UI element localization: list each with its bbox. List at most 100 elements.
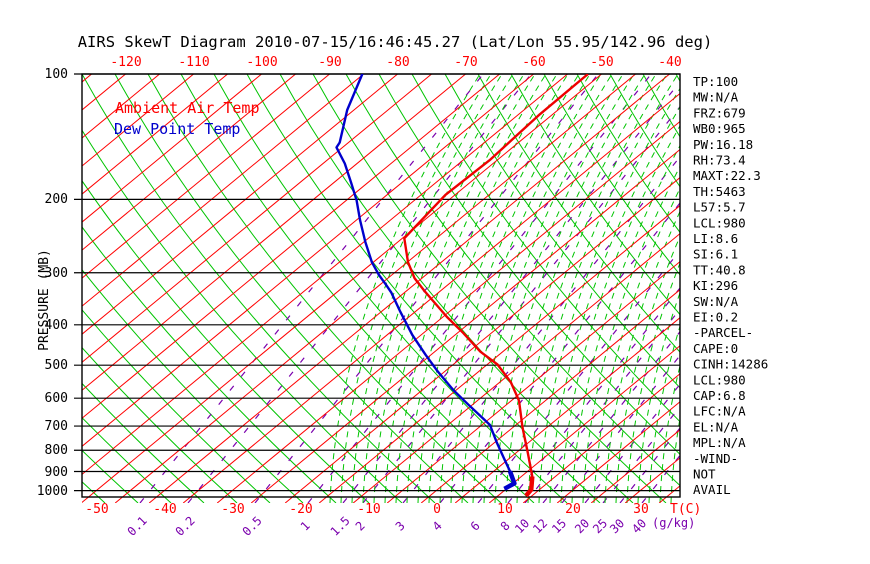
isotherm-line xyxy=(82,74,194,167)
pressure-tick-label: 1000 xyxy=(37,484,68,499)
moist-adiabat-line xyxy=(593,187,680,503)
isotherm-line xyxy=(182,92,680,503)
chart-title: AIRS SkewT Diagram 2010-07-15/16:46:45.2… xyxy=(78,33,713,51)
mixing-ratio-tick-label: 40 xyxy=(629,516,649,536)
isotherm-line xyxy=(148,74,670,503)
stats-line: LI:8.6 xyxy=(693,231,738,246)
mixing-ratio-line xyxy=(362,105,680,503)
isotherm-line xyxy=(82,74,500,419)
moist-adiabat-line xyxy=(373,74,525,503)
isotherm-line xyxy=(522,373,680,503)
stats-line: CAP:6.8 xyxy=(693,388,746,403)
dry-adiabat-line xyxy=(147,74,502,503)
pressure-tick-label: 700 xyxy=(45,419,68,434)
mixing-ratio-line xyxy=(254,74,599,503)
moist-adiabat-line xyxy=(670,415,680,503)
mixing-ratio-line xyxy=(542,330,680,503)
isotherm-line xyxy=(82,74,364,307)
moist-adiabat-line xyxy=(847,74,870,503)
mixing-ratio-tick-label: 15 xyxy=(549,516,569,536)
mixing-ratio-line xyxy=(307,74,652,503)
dry-adiabat-line xyxy=(510,74,680,316)
mixing-ratio-tick-label: 8 xyxy=(498,519,513,534)
mixing-ratio-tick-label: 0.2 xyxy=(173,514,198,539)
moist-adiabat-line xyxy=(659,364,680,503)
data-curves xyxy=(335,74,589,498)
dry-adiabat-line xyxy=(345,74,680,487)
bottom-temp-tick-label: 30 xyxy=(633,502,649,517)
pressure-tick-label: 300 xyxy=(45,266,68,281)
dry-adiabat-line xyxy=(411,74,680,423)
dry-adiabat-line xyxy=(82,268,304,503)
stats-line: MPL:N/A xyxy=(693,435,746,450)
dry-adiabat-line xyxy=(444,74,680,389)
dry-adiabat-line xyxy=(82,309,271,503)
top-temp-tick-label: -80 xyxy=(386,55,409,70)
dry-adiabat-line xyxy=(378,74,680,455)
moist-adiabat-line xyxy=(582,165,680,503)
top-temp-tick-label: -70 xyxy=(454,55,477,70)
moist-adiabat-line xyxy=(571,144,680,503)
mixing-ratio-line xyxy=(477,249,680,503)
stats-line: RH:73.4 xyxy=(693,153,746,168)
isotherm-line xyxy=(216,120,680,503)
isotherm-line xyxy=(488,345,680,503)
moist-adiabat-line xyxy=(626,262,680,503)
dry-adiabat-line xyxy=(82,481,106,503)
stats-line: CAPE:0 xyxy=(693,341,738,356)
moist-adiabat-line xyxy=(615,235,680,503)
dry-adiabat-line xyxy=(477,74,680,353)
moist-adiabat-line xyxy=(792,74,870,503)
plot-border xyxy=(81,73,681,498)
mixing-ratio-tick-label: 4 xyxy=(430,519,445,534)
pressure-tick-label: 900 xyxy=(45,465,68,480)
moist-adiabat-line xyxy=(781,74,870,503)
dry-adiabat-line xyxy=(82,226,337,503)
moist-adiabat-line xyxy=(858,74,870,503)
isotherm-line xyxy=(556,401,680,503)
bottom-temp-tick-label: -50 xyxy=(85,502,108,517)
stats-panel: TP:100MW:N/AFRZ:679WB0:965PW:16.18RH:73.… xyxy=(693,74,768,497)
dry-adiabat-line xyxy=(82,74,436,503)
moist-adiabat-line xyxy=(814,74,870,503)
mixing-ratio-tick-label: 30 xyxy=(607,516,627,536)
stats-line: MAXT:22.3 xyxy=(693,168,761,183)
mixing-ratio-line xyxy=(602,405,680,503)
temperature-curve-end xyxy=(524,476,535,498)
mixing-ratio-unit-label: (g/kg) xyxy=(652,516,695,530)
isotherm-line xyxy=(82,74,262,223)
isotherm-line xyxy=(114,74,636,503)
pressure-tick-label: 500 xyxy=(45,358,68,373)
moist-adiabat-line xyxy=(494,74,646,503)
isotherm-line xyxy=(590,429,680,503)
isotherm-line xyxy=(82,74,228,195)
dry-adiabat-line xyxy=(82,179,370,503)
dry-adiabat-line xyxy=(180,74,535,503)
mixing-ratio-tick-label: 2 xyxy=(353,519,368,534)
moist-adiabat-line xyxy=(329,74,481,503)
dry-adiabat-line xyxy=(82,449,139,503)
top-temp-tick-label: -90 xyxy=(318,55,341,70)
moist-adiabat-line xyxy=(604,210,680,503)
mixing-ratio-line xyxy=(187,74,532,503)
isotherm-line xyxy=(82,74,568,475)
dry-adiabat-line xyxy=(114,74,469,503)
moist-adiabat-line xyxy=(560,124,680,503)
moist-adiabat-line xyxy=(737,74,870,503)
mixing-ratio-line xyxy=(524,308,680,503)
moist-adiabat-line xyxy=(461,74,613,503)
isotherm-line xyxy=(318,204,680,503)
isotherm-line xyxy=(82,74,126,111)
isotherm-line xyxy=(82,74,602,503)
pressure-tick-label: 100 xyxy=(45,67,68,82)
pressure-tick-label: 600 xyxy=(45,391,68,406)
mixing-ratio-tick-label: 0.1 xyxy=(125,514,150,539)
mixing-ratio-tick-label: 3 xyxy=(393,519,408,534)
bottom-temp-tick-label: -40 xyxy=(153,502,176,517)
stats-line: KI:296 xyxy=(693,278,738,293)
dry-adiabat-line xyxy=(82,129,403,503)
moist-adiabat-line xyxy=(362,74,514,503)
bottom-temp-tick-label: -30 xyxy=(221,502,244,517)
mixing-ratio-line xyxy=(561,354,680,503)
dry-adiabat-line xyxy=(82,416,172,503)
